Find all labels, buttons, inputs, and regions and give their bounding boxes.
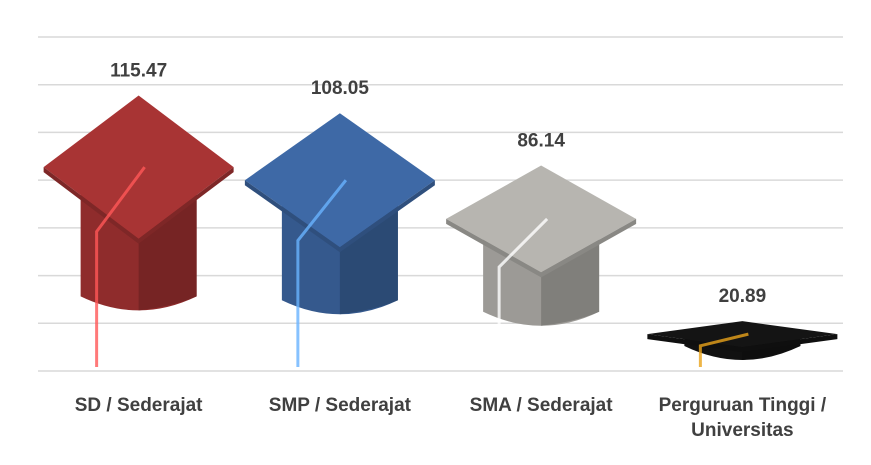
value-label: 108.05 (311, 78, 370, 99)
value-label: 115.47 (110, 61, 167, 82)
x-tick-label: Perguruan Tinggi / Universitas (642, 393, 842, 443)
x-tick-label: SMP / Sederajat (240, 393, 440, 418)
cap-icon (446, 165, 636, 367)
cap-icon (245, 113, 435, 367)
value-label: 86.14 (517, 131, 565, 152)
value-label: 20.89 (719, 286, 767, 307)
cap-board (44, 96, 234, 239)
cap-icon (44, 96, 234, 367)
x-tick-label: SD / Sederajat (39, 393, 239, 418)
chart: 115.47 108.05 86.14 20.89 SD / SederajatSMP… (0, 0, 871, 465)
cap-icon (647, 321, 837, 367)
x-tick-label: SMA / Sederajat (441, 393, 641, 418)
cap-board (446, 165, 636, 272)
